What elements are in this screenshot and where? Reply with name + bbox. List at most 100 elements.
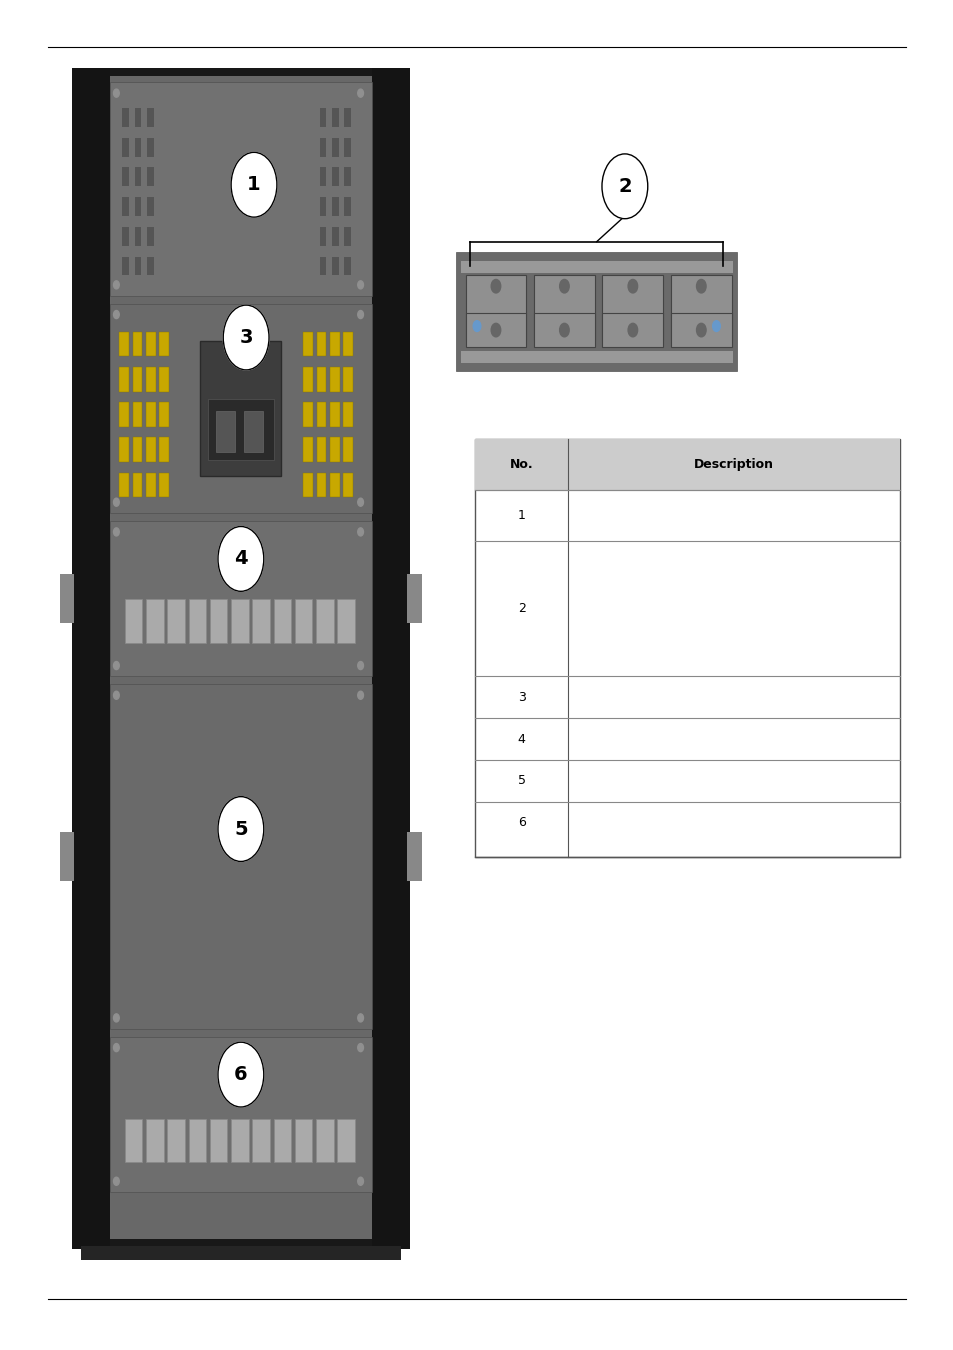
Text: No.: No.	[510, 458, 533, 471]
Bar	[132, 437, 142, 462]
Bar	[71, 68, 110, 1249]
Bar	[303, 402, 313, 427]
Bar	[110, 1037, 372, 1192]
Bar	[122, 167, 129, 186]
Bar	[344, 197, 351, 216]
Bar	[465, 313, 526, 347]
Bar	[319, 197, 326, 216]
Bar	[253, 599, 270, 643]
Circle shape	[712, 321, 720, 332]
Circle shape	[357, 1177, 363, 1185]
Circle shape	[696, 279, 705, 293]
Bar	[670, 275, 731, 340]
Circle shape	[357, 89, 363, 97]
Circle shape	[113, 89, 119, 97]
Circle shape	[559, 279, 569, 293]
Bar	[119, 367, 129, 392]
Bar	[146, 437, 155, 462]
Bar	[460, 351, 732, 363]
Circle shape	[113, 310, 119, 319]
Bar	[122, 138, 129, 157]
Bar	[159, 402, 169, 427]
Bar	[670, 313, 731, 347]
Bar	[147, 256, 153, 275]
Bar	[372, 68, 410, 1249]
Bar	[465, 275, 526, 340]
Bar	[147, 167, 153, 186]
Bar	[332, 167, 338, 186]
Bar	[134, 197, 141, 216]
Bar	[168, 1119, 185, 1162]
Circle shape	[113, 1014, 119, 1022]
Bar	[316, 437, 326, 462]
Text: 6: 6	[233, 1065, 248, 1084]
Bar	[125, 1119, 142, 1162]
Bar	[315, 599, 334, 643]
Bar	[159, 367, 169, 392]
Bar	[332, 197, 338, 216]
Bar	[147, 227, 153, 246]
Bar	[319, 138, 326, 157]
Bar	[337, 1119, 355, 1162]
Bar	[134, 167, 141, 186]
Circle shape	[491, 279, 500, 293]
Text: 1: 1	[247, 176, 260, 194]
Text: 3: 3	[517, 691, 525, 703]
Bar	[147, 197, 153, 216]
Text: 3: 3	[239, 328, 253, 347]
Bar	[134, 108, 141, 127]
Bar	[168, 599, 185, 643]
Bar	[134, 227, 141, 246]
Bar	[119, 332, 129, 356]
Bar	[316, 472, 326, 497]
Bar	[119, 472, 129, 497]
Bar	[110, 76, 372, 1239]
Bar	[147, 138, 153, 157]
Circle shape	[231, 153, 276, 217]
Bar	[147, 108, 153, 127]
Bar	[210, 1119, 227, 1162]
Bar	[231, 599, 249, 643]
Bar	[319, 108, 326, 127]
Bar	[125, 599, 142, 643]
Bar	[146, 599, 164, 643]
Bar	[534, 275, 594, 340]
Bar	[319, 227, 326, 246]
Circle shape	[357, 281, 363, 289]
Bar	[110, 521, 372, 676]
Text: 2: 2	[517, 602, 525, 616]
Bar	[189, 1119, 206, 1162]
Bar	[132, 367, 142, 392]
Bar	[274, 599, 291, 643]
Bar	[602, 275, 662, 340]
Bar	[146, 367, 155, 392]
Text: 4: 4	[233, 549, 248, 568]
Bar	[200, 342, 281, 477]
Bar	[134, 256, 141, 275]
Bar	[146, 332, 155, 356]
Bar	[110, 304, 372, 513]
Bar	[330, 402, 339, 427]
Bar	[303, 437, 313, 462]
Circle shape	[113, 498, 119, 506]
Bar	[110, 82, 372, 296]
Circle shape	[601, 154, 647, 219]
Bar	[146, 402, 155, 427]
Bar	[303, 367, 313, 392]
Bar	[210, 599, 227, 643]
Bar	[316, 332, 326, 356]
Bar	[303, 472, 313, 497]
Bar	[337, 599, 355, 643]
Bar	[344, 138, 351, 157]
Bar	[475, 439, 899, 857]
Bar	[294, 1119, 312, 1162]
Bar	[122, 227, 129, 246]
Bar	[343, 472, 353, 497]
Bar	[344, 227, 351, 246]
Bar	[344, 167, 351, 186]
Bar	[330, 367, 339, 392]
Bar	[330, 437, 339, 462]
Bar	[132, 402, 142, 427]
Circle shape	[559, 324, 569, 338]
Bar	[456, 252, 737, 371]
